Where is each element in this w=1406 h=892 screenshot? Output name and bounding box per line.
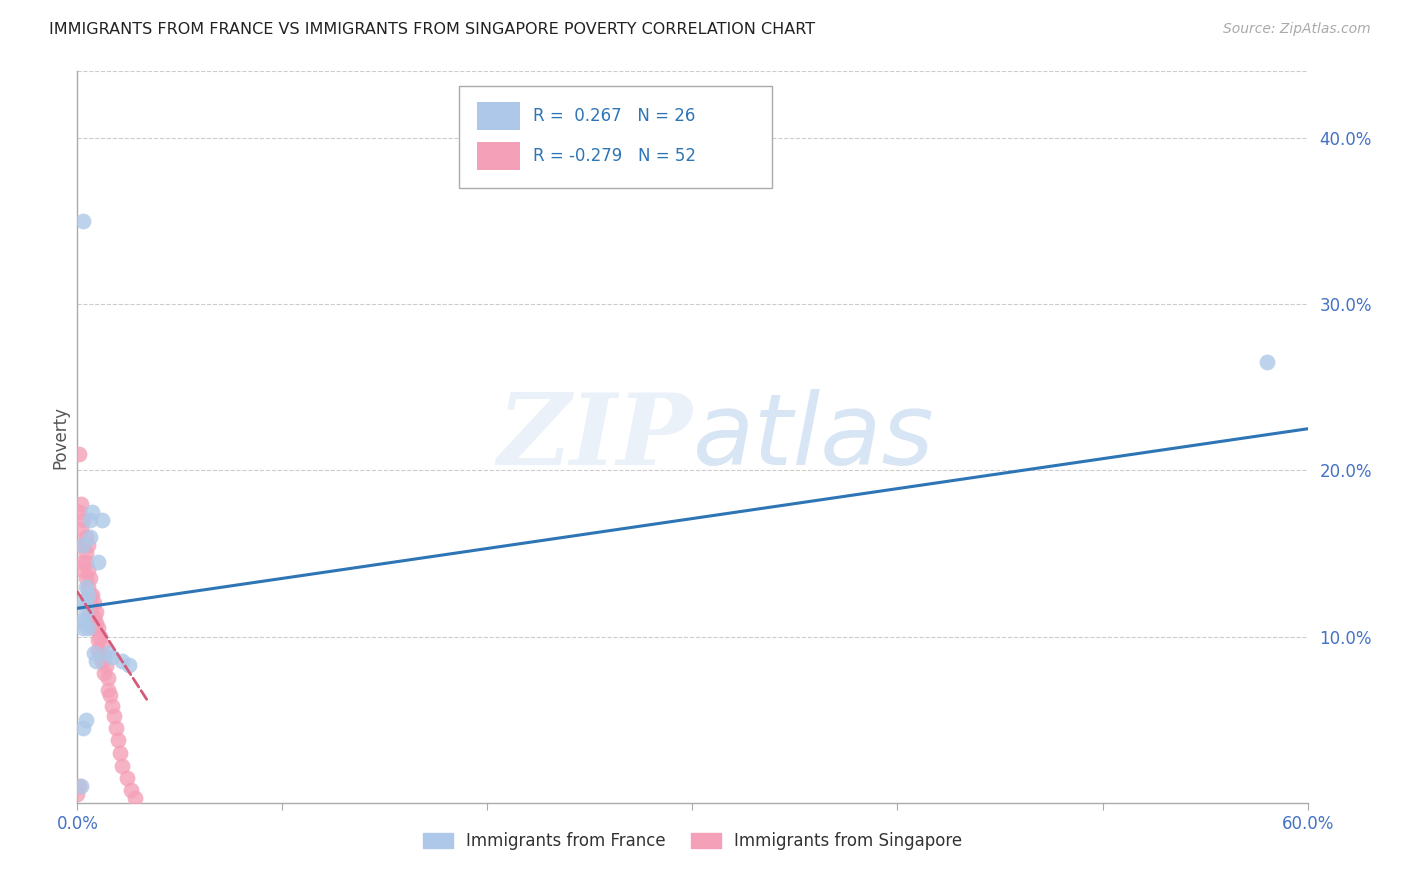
Point	[72, 616, 94, 631]
Point	[84, 605, 107, 619]
Point	[67, 779, 90, 793]
Point	[79, 530, 101, 544]
Point	[98, 688, 121, 702]
Point	[75, 713, 97, 727]
Point	[76, 621, 98, 635]
Point	[83, 609, 105, 624]
Point	[75, 605, 97, 619]
Point	[87, 621, 110, 635]
Point	[1256, 355, 1278, 369]
Point	[80, 613, 103, 627]
Point	[105, 721, 128, 735]
Point	[83, 646, 105, 660]
Point	[83, 596, 105, 610]
Point	[70, 521, 93, 535]
Point	[72, 621, 94, 635]
Point	[70, 497, 93, 511]
Point	[97, 671, 120, 685]
Point	[79, 513, 101, 527]
Point	[80, 505, 103, 519]
Point	[76, 588, 98, 602]
Point	[83, 621, 105, 635]
Point	[93, 666, 115, 681]
Point	[72, 538, 94, 552]
Text: R =  0.267   N = 26: R = 0.267 N = 26	[533, 107, 695, 125]
Point	[79, 605, 101, 619]
Point	[90, 638, 114, 652]
Point	[76, 538, 98, 552]
Point	[72, 538, 94, 552]
Point	[75, 530, 97, 544]
Point	[72, 596, 94, 610]
Point	[97, 646, 120, 660]
Text: R = -0.279   N = 52: R = -0.279 N = 52	[533, 147, 696, 165]
Point	[72, 721, 94, 735]
Point	[75, 571, 97, 585]
Point	[93, 649, 115, 664]
Point	[72, 555, 94, 569]
Point	[90, 655, 114, 669]
Point	[87, 643, 110, 657]
Point	[67, 505, 90, 519]
Point	[70, 779, 93, 793]
Point	[76, 580, 98, 594]
Point	[115, 771, 138, 785]
FancyBboxPatch shape	[477, 143, 520, 170]
Point	[111, 759, 134, 773]
Point	[111, 655, 134, 669]
FancyBboxPatch shape	[477, 102, 520, 130]
Point	[117, 657, 139, 672]
Point	[89, 630, 111, 644]
Y-axis label: Poverty: Poverty	[51, 406, 69, 468]
Point	[72, 563, 94, 577]
Point	[107, 732, 129, 747]
FancyBboxPatch shape	[458, 86, 772, 188]
Point	[124, 790, 146, 805]
Point	[84, 655, 107, 669]
Point	[72, 513, 94, 527]
Point	[103, 709, 125, 723]
Point	[75, 596, 97, 610]
Point	[97, 682, 120, 697]
Point	[84, 616, 107, 631]
Text: Source: ZipAtlas.com: Source: ZipAtlas.com	[1223, 22, 1371, 37]
Text: IMMIGRANTS FROM FRANCE VS IMMIGRANTS FROM SINGAPORE POVERTY CORRELATION CHART: IMMIGRANTS FROM FRANCE VS IMMIGRANTS FRO…	[49, 22, 815, 37]
Point	[72, 214, 94, 228]
Point	[72, 613, 94, 627]
Point	[76, 563, 98, 577]
Point	[87, 632, 110, 647]
Text: atlas: atlas	[693, 389, 934, 485]
Point	[90, 513, 114, 527]
Point	[76, 588, 98, 602]
Point	[89, 646, 111, 660]
Point	[75, 555, 97, 569]
Point	[75, 546, 97, 560]
Point	[80, 599, 103, 614]
Point	[79, 588, 101, 602]
Point	[87, 555, 110, 569]
Text: ZIP: ZIP	[498, 389, 693, 485]
Point	[101, 699, 124, 714]
Point	[67, 447, 90, 461]
Legend: Immigrants from France, Immigrants from Singapore: Immigrants from France, Immigrants from …	[416, 825, 969, 856]
Point	[80, 588, 103, 602]
Point	[70, 538, 93, 552]
Point	[101, 649, 124, 664]
Point	[75, 580, 97, 594]
Point	[120, 782, 142, 797]
Point	[94, 659, 117, 673]
Point	[79, 571, 101, 585]
Point	[110, 746, 132, 760]
Point	[66, 788, 89, 802]
